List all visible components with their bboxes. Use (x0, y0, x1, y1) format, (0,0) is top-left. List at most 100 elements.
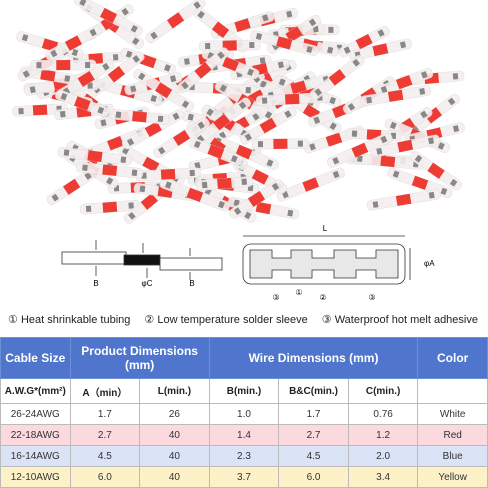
table-cell: 1.7 (278, 403, 349, 425)
legend-item: ② Low temperature solder sleeve (144, 313, 307, 326)
subheader-cell (417, 378, 488, 404)
table-cell: 4.5 (69, 445, 141, 467)
connector (153, 117, 210, 159)
part-marker: ③ (368, 293, 375, 302)
header-cell: Cable Size (0, 337, 71, 379)
connector (12, 103, 68, 117)
legend-text: Low temperature solder sleeve (157, 314, 308, 326)
connector (409, 151, 463, 191)
table-cell: 1.2 (347, 424, 419, 446)
connector (192, 97, 252, 147)
connector (360, 85, 432, 107)
product-art: B φC B L φA ③ ① ② ③ (12, 0, 465, 302)
subheader-cell: A（min） (69, 378, 141, 404)
spec-table: Cable Size Product Dimensions (mm) Wire Di… (0, 337, 488, 488)
table-cell: 12-10AWG (0, 466, 71, 488)
data-row: 16-14AWG 4.5 40 2.3 4.5 2.0 Blue (0, 445, 488, 467)
connector (76, 161, 144, 179)
legend-item: ① Heat shrinkable tubing (8, 313, 130, 326)
table-cell: 40 (139, 445, 210, 467)
legend-item: ③ Waterproof hot melt adhesive (322, 313, 478, 326)
diagram-label: φC (142, 279, 153, 288)
connector (239, 106, 297, 145)
diagram-label: B (189, 279, 194, 288)
connector (370, 134, 440, 158)
connector (198, 39, 261, 52)
table-cell: 26 (139, 403, 210, 425)
connector (133, 68, 195, 112)
right-diagram (242, 235, 411, 285)
connector (176, 47, 230, 94)
connector (55, 89, 110, 118)
table-cell: 2.0 (347, 445, 419, 467)
connector (188, 137, 244, 166)
connector (309, 54, 365, 100)
subheader-cell: B&C(min.) (278, 378, 349, 404)
connector (375, 68, 434, 97)
table-cell: 1.4 (208, 424, 280, 446)
table-cell: 22-18AWG (0, 424, 71, 446)
header-cell: Wire Dimensions (mm) (208, 337, 419, 379)
table-cell: 1.7 (69, 403, 141, 425)
table-cell: 2.7 (69, 424, 141, 446)
table-cell: 0.76 (347, 403, 419, 425)
table-cell: Blue (417, 445, 488, 467)
subheader-cell: B(min.) (208, 378, 280, 404)
legend-number: ③ (321, 314, 332, 326)
part-marker: ③ (272, 293, 279, 302)
connector (366, 189, 441, 211)
table-cell: 40 (139, 466, 210, 488)
legend-text: Waterproof hot melt adhesive (334, 314, 478, 326)
data-row: 22-18AWG 2.7 40 1.4 2.7 1.2 Red (0, 424, 488, 446)
data-row: 12-10AWG 6.0 40 3.7 6.0 3.4 Yellow (0, 466, 488, 488)
table-cell: White (417, 403, 488, 425)
table-cell: Yellow (417, 466, 488, 488)
connector (74, 0, 143, 37)
legend-text: Heat shrinkable tubing (20, 314, 131, 326)
connector (30, 59, 97, 71)
subheader-row: A.W.G*(mm²) A（min） L(min.) B(min.) B&C(min.)… (0, 378, 488, 404)
connector (276, 167, 345, 202)
legend-number: ② (144, 314, 155, 326)
table-cell: 2.7 (278, 424, 349, 446)
table-cell: 3.4 (347, 466, 419, 488)
subheader-cell: A.W.G*(mm²) (0, 378, 71, 404)
part-marker: ① (295, 288, 302, 297)
left-diagram (61, 240, 223, 280)
table-cell: 3.7 (208, 466, 280, 488)
table-cell: 4.5 (278, 445, 349, 467)
header-row: Cable Size Product Dimensions (mm) Wire Di… (0, 337, 488, 379)
connector (229, 179, 285, 219)
data-row: 26-24AWG 1.7 26 1.0 1.7 0.76 White (0, 403, 488, 425)
table-cell: 6.0 (69, 466, 141, 488)
table-cell: Red (417, 424, 488, 446)
connector (159, 178, 231, 212)
connector (251, 138, 310, 150)
diagram-label: φA (424, 259, 435, 268)
connector (109, 109, 170, 125)
header-cell: Product Dimensions (mm) (69, 337, 210, 379)
table-cell: 26-24AWG (0, 403, 71, 425)
connector (327, 132, 393, 168)
table-cell: 1.0 (208, 403, 280, 425)
diagram-label: L (323, 224, 328, 233)
part-marker: ② (319, 293, 326, 302)
legend-number: ① (8, 314, 18, 326)
legend: ① Heat shrinkable tubing ② Low temperatur… (8, 313, 488, 326)
header-cell: Color (417, 337, 488, 379)
connector (79, 199, 140, 215)
connector (145, 0, 206, 44)
connector (135, 167, 202, 182)
product-photo (12, 0, 465, 224)
connector (57, 146, 133, 166)
subheader-cell: C(min.) (347, 378, 419, 404)
table-cell: 2.3 (208, 445, 280, 467)
table-cell: 6.0 (278, 466, 349, 488)
diagram-label: B (93, 279, 98, 288)
connector (45, 25, 102, 61)
connector (195, 176, 254, 191)
table-cell: 40 (139, 424, 210, 446)
subheader-cell: L(min.) (139, 378, 210, 404)
connector (250, 30, 319, 56)
